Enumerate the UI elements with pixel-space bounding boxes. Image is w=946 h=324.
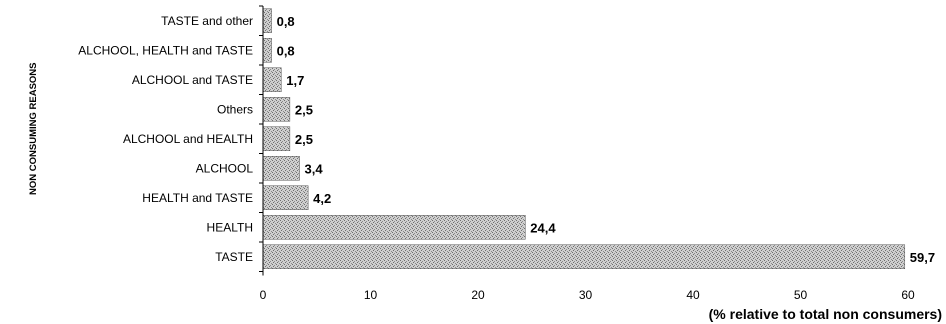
category-label: HEALTH and TASTE	[142, 191, 253, 205]
bar-value-label: 2,5	[295, 132, 313, 147]
bar-value-label: 4,2	[313, 191, 331, 206]
category-label: ALCHOOL	[196, 161, 254, 175]
bar-value-label: 0,8	[277, 43, 295, 58]
bar	[262, 97, 291, 122]
y-axis-title: NON CONSUMING REASONS	[28, 63, 39, 195]
bar	[262, 215, 526, 240]
x-tick-label: 10	[364, 288, 378, 302]
bar	[262, 38, 272, 63]
x-tick-label: 40	[686, 288, 700, 302]
bar-value-label: 59,7	[910, 250, 935, 265]
bar-value-label: 2,5	[295, 102, 313, 117]
bar	[262, 126, 291, 151]
bar	[262, 8, 272, 33]
x-tick-label: 0	[260, 288, 267, 302]
category-label: ALCHOOL and TASTE	[132, 73, 253, 87]
bar-value-label: 3,4	[305, 161, 324, 176]
bar	[262, 156, 300, 181]
bar	[262, 67, 282, 92]
category-label: HEALTH	[207, 220, 253, 234]
category-label: TASTE and other	[161, 14, 253, 28]
x-tick-label: 60	[901, 288, 915, 302]
bar-value-label: 24,4	[530, 220, 556, 235]
bar-value-label: 1,7	[286, 73, 304, 88]
category-label: ALCHOOL and HEALTH	[123, 132, 253, 146]
bar	[262, 244, 906, 269]
bar	[262, 185, 309, 210]
x-tick-label: 50	[794, 288, 808, 302]
category-label: ALCHOOL, HEALTH and TASTE	[78, 43, 253, 57]
x-tick-label: 20	[471, 288, 485, 302]
x-axis-title: (% relative to total non consumers)	[709, 306, 942, 322]
category-label: TASTE	[215, 250, 253, 264]
category-label: Others	[217, 102, 253, 116]
bar-value-label: 0,8	[277, 14, 295, 29]
x-tick-label: 30	[579, 288, 593, 302]
